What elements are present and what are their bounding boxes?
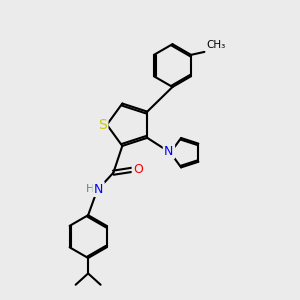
Text: H: H [86,184,95,194]
Text: O: O [133,163,143,176]
Text: N: N [164,145,174,158]
Text: N: N [94,182,103,196]
Text: CH₃: CH₃ [206,40,225,50]
Text: S: S [98,118,107,132]
